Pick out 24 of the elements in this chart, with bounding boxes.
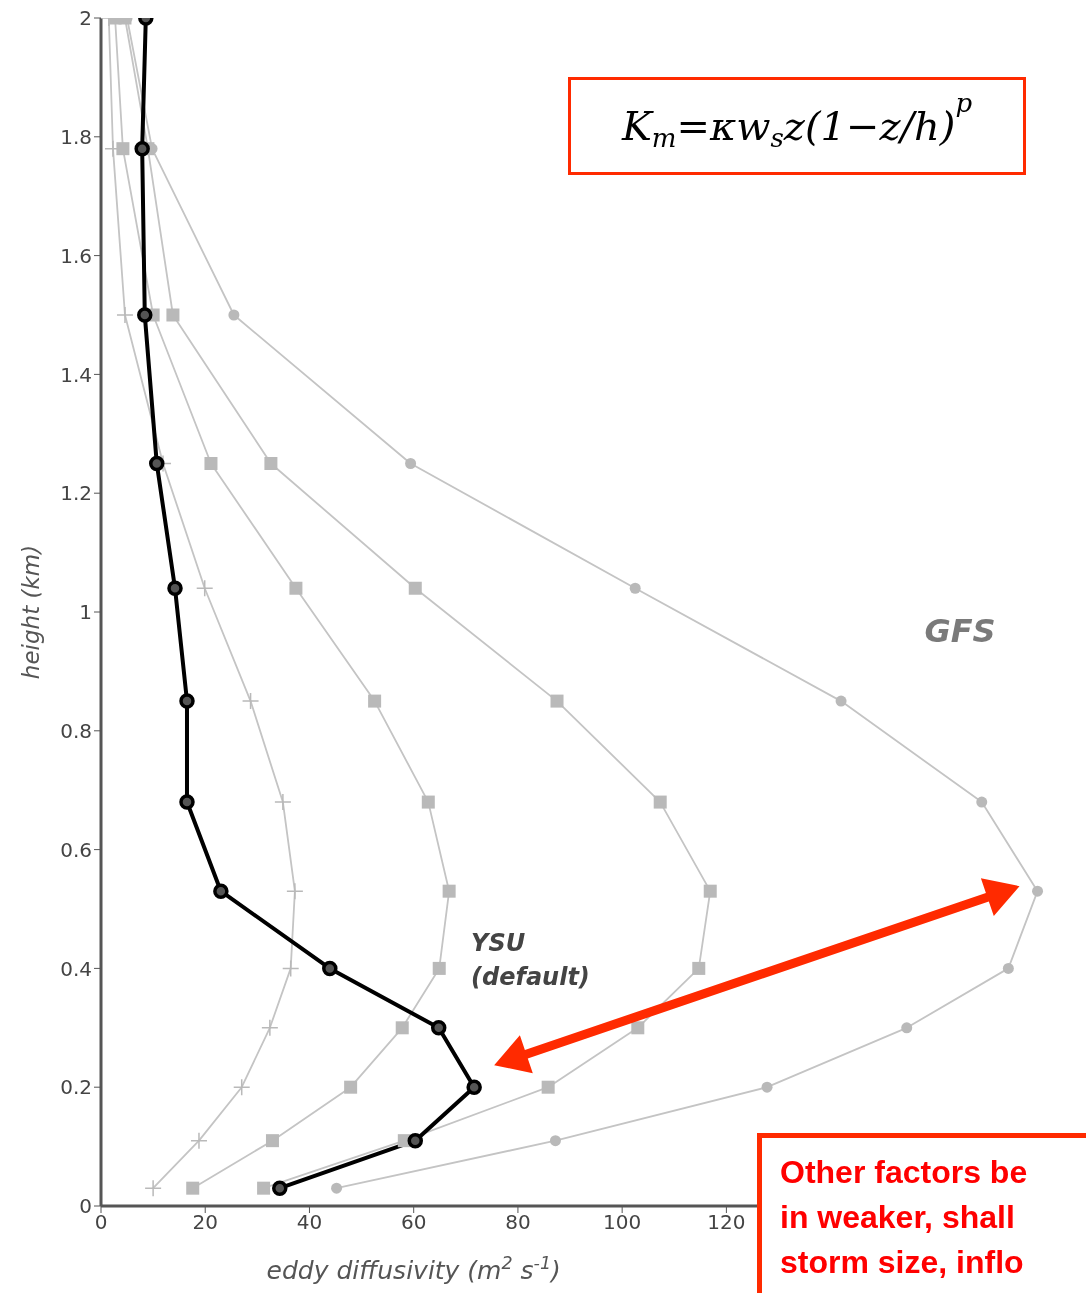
annotation: in weaker, shall	[780, 1198, 1016, 1237]
y-tick-label: 1.4	[60, 362, 92, 387]
x-tick-label: 20	[192, 1210, 218, 1235]
y-axis-title: height (km)	[17, 544, 44, 680]
y-tick-label: 2	[79, 6, 92, 31]
x-tick-label: 120	[707, 1210, 746, 1235]
y-tick-label: 0.6	[60, 837, 92, 862]
y-tick-label: 0	[79, 1194, 92, 1219]
x-tick-label: 40	[296, 1210, 323, 1235]
text: storm size, inflo	[780, 1243, 1025, 1282]
x-tick-label: 80	[505, 1210, 531, 1235]
y-tick-label: 0.8	[60, 718, 92, 743]
y-tick-label: 0.4	[60, 956, 92, 981]
x-tick-label: 100	[603, 1210, 642, 1235]
x-tick-label: 60	[400, 1210, 427, 1235]
y-tick-label: 1.2	[60, 481, 92, 506]
annotation: Other factors be	[780, 1153, 1029, 1192]
y-tick-label: 0.2	[60, 1075, 92, 1100]
annotation: YSU (default)	[471, 928, 590, 991]
annotation: GFS	[924, 611, 996, 650]
x-axis-title: eddy diffusivity (m$^{2}$ s$^{-1}$)	[266, 1253, 561, 1285]
y-tick-label: 1.8	[60, 124, 92, 149]
y-tick-label: 1	[79, 600, 92, 625]
y-tick-label: 1.6	[60, 243, 92, 268]
